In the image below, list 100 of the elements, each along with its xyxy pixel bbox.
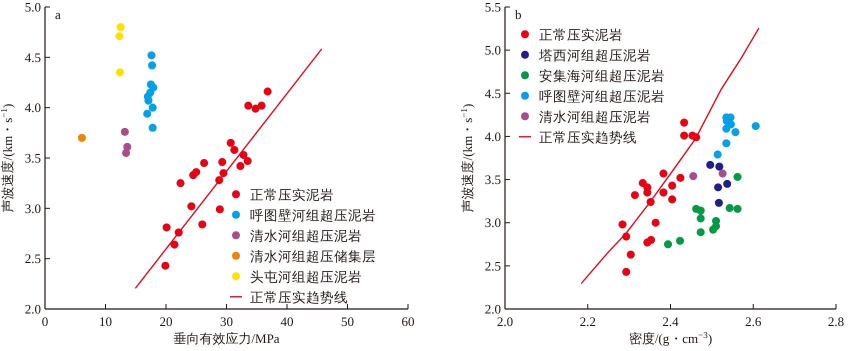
point: [258, 102, 266, 110]
point: [652, 218, 660, 227]
chart-title: b: [515, 7, 522, 22]
point: [718, 170, 727, 178]
point: [689, 172, 698, 180]
y-tick-label: 5.5: [484, 0, 501, 14]
point: [226, 138, 235, 147]
point: [706, 160, 714, 169]
point: [116, 68, 124, 76]
point: [78, 134, 86, 142]
point: [144, 96, 152, 105]
x-tick-label: 2.0: [496, 314, 514, 329]
point: [116, 23, 125, 32]
legend-label: 呼图壁河组超压泥岩: [250, 208, 376, 223]
x-tick-label: 2.6: [745, 314, 762, 329]
point: [731, 128, 740, 136]
y-tick-label: 2.0: [24, 302, 41, 316]
x-tick-label: 2.4: [662, 314, 680, 329]
point: [722, 139, 730, 148]
point: [643, 238, 652, 247]
point: [216, 205, 224, 214]
point: [668, 195, 676, 204]
point: [630, 191, 639, 200]
x-tick-label: 50: [341, 314, 354, 329]
point: [176, 179, 185, 188]
y-tick-label: 4.5: [484, 86, 501, 101]
legend-label: 正常压实趋势线: [250, 290, 348, 305]
y-tick-label: 4.5: [24, 50, 41, 65]
x-axis-title: 垂向有效应力/MPa: [173, 331, 280, 346]
point: [714, 183, 722, 192]
point: [659, 170, 668, 178]
point: [244, 102, 252, 110]
x-tick-label: 2.2: [580, 314, 596, 329]
point: [680, 118, 688, 127]
y-tick-label: 4.0: [484, 128, 501, 144]
point: [147, 51, 156, 60]
legend-label: 呼图壁河组超压泥岩: [539, 88, 665, 104]
x-axis-title: 密度/(g・cm$^{−3}$): [628, 330, 712, 346]
point: [714, 198, 723, 207]
legend-label: 头屯河组超压泥岩: [250, 269, 362, 284]
point: [218, 158, 226, 166]
point: [723, 180, 732, 188]
x-tick-label: 2.8: [828, 314, 844, 329]
point: [148, 124, 157, 132]
y-tick-label: 5.0: [24, 0, 41, 14]
point: [618, 220, 627, 228]
point: [170, 240, 178, 249]
point: [189, 171, 198, 180]
point: [668, 182, 676, 190]
y-tick-label: 4.0: [24, 100, 41, 116]
y-tick-label: 2.5: [484, 258, 501, 274]
point: [187, 202, 196, 210]
point: [696, 214, 705, 222]
point: [734, 172, 742, 181]
point: [626, 250, 635, 259]
point: [161, 262, 170, 270]
point: [726, 204, 734, 212]
legend-label: 安集海河组超压泥岩: [539, 68, 665, 84]
point: [676, 236, 684, 245]
point: [264, 88, 272, 96]
point: [252, 104, 260, 113]
point: [120, 128, 129, 136]
legend-label: 清水河组超压泥岩: [539, 109, 651, 124]
point: [676, 174, 684, 182]
point: [122, 148, 130, 157]
point: [148, 61, 156, 70]
point: [115, 32, 124, 40]
legend-label: 塔西河组超压泥岩: [538, 48, 651, 63]
point: [643, 188, 652, 197]
point: [714, 150, 722, 159]
point: [715, 162, 724, 171]
point: [696, 228, 705, 236]
y-tick-label: 5.0: [484, 42, 501, 58]
point: [680, 132, 688, 140]
x-tick-label: 40: [280, 314, 294, 329]
chart-title: a: [55, 7, 61, 22]
point: [200, 159, 208, 168]
x-tick-label: 30: [220, 314, 233, 329]
point: [244, 157, 252, 166]
point: [734, 204, 742, 213]
line-series: [580, 28, 760, 284]
legend-label: 清水河组超压泥岩: [250, 228, 362, 244]
y-tick-label: 2.0: [484, 302, 501, 316]
x-tick-label: 20: [160, 314, 172, 329]
point: [148, 104, 157, 112]
legend-label: 正常压实趋势线: [539, 130, 637, 145]
point: [198, 220, 206, 228]
point: [696, 206, 705, 215]
y-tick-label: 2.5: [24, 251, 41, 266]
y-tick-label: 3.0: [24, 200, 41, 216]
point: [230, 146, 238, 154]
point: [236, 162, 244, 170]
x-tick-label: 60: [402, 314, 414, 329]
x-tick-label: 10: [99, 314, 112, 329]
legend-label: 清水河组超压储集层: [250, 248, 376, 264]
point: [143, 110, 152, 118]
point: [722, 124, 730, 133]
point: [709, 226, 718, 234]
legend-label: 正常压实泥岩: [539, 27, 623, 42]
point: [162, 223, 171, 232]
